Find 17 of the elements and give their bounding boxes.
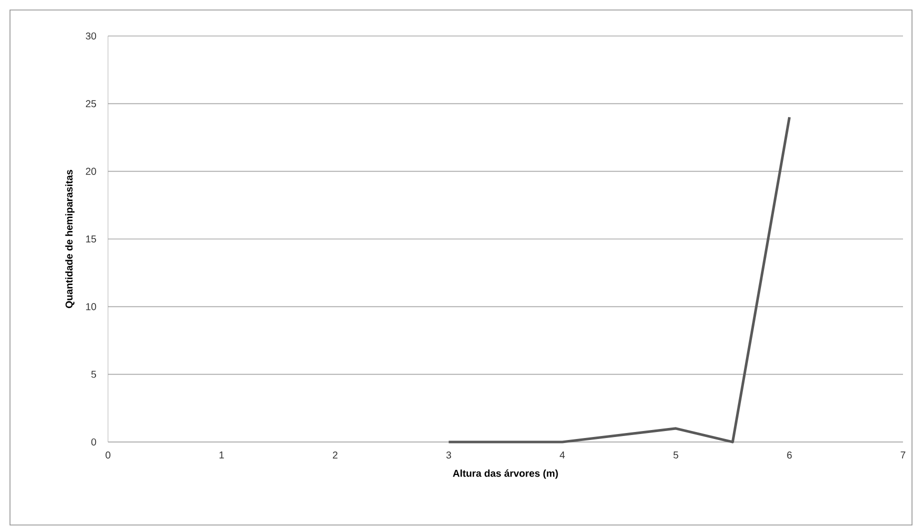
- x-tick-label: 3: [446, 452, 452, 459]
- x-tick-label: 4: [560, 452, 565, 458]
- x-tick-label: 5: [674, 452, 678, 458]
- y-tick-label: 20: [86, 168, 96, 175]
- y-tick-label: 30: [86, 32, 96, 40]
- y-tick-label: 5: [91, 370, 96, 378]
- y-tick-label: 15: [86, 236, 96, 242]
- x-tick-label: 1: [220, 452, 224, 458]
- y-axis-title: Quantidade de hemiparasitas: [65, 170, 75, 308]
- y-tick-label: 10: [86, 303, 96, 310]
- y-tick-label: 0: [91, 438, 96, 446]
- x-tick-label: 7: [900, 452, 906, 458]
- x-axis-title: Altura das árvores (m): [452, 469, 558, 479]
- x-tick-label: 6: [787, 452, 792, 459]
- y-tick-label: 25: [86, 100, 96, 108]
- x-tick-label: 2: [332, 452, 338, 458]
- x-tick-label: 0: [106, 452, 110, 459]
